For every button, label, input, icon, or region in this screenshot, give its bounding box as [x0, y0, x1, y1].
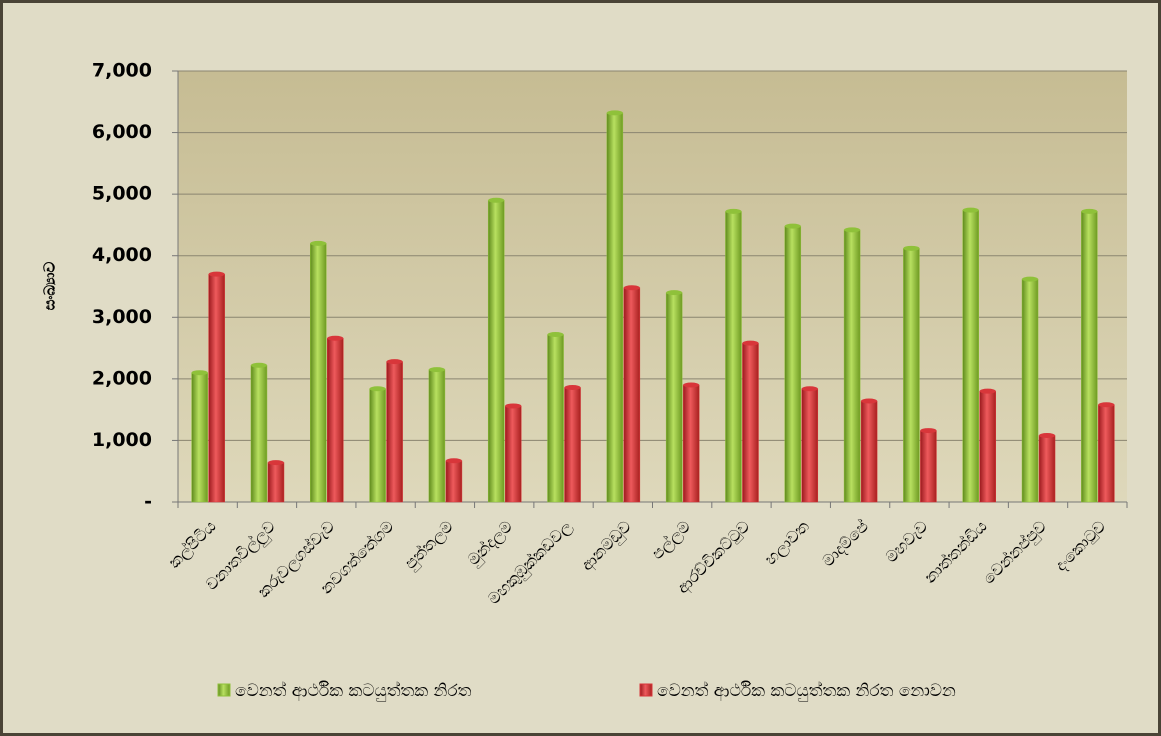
bar	[1081, 211, 1098, 503]
bar-cap	[725, 208, 742, 214]
bar	[191, 372, 208, 503]
bar-cap	[623, 285, 640, 291]
bar	[564, 387, 581, 503]
bar	[665, 292, 683, 503]
bar	[962, 209, 979, 503]
bar-cap	[666, 290, 683, 296]
bar-cap	[742, 340, 759, 346]
y-tick-label: 7,000	[92, 60, 152, 82]
bar	[1098, 404, 1115, 503]
bar-cap	[1039, 433, 1056, 439]
bar-cap	[488, 197, 505, 203]
y-tick-label: -	[144, 491, 152, 513]
bar	[386, 361, 403, 503]
bar-cap	[327, 335, 344, 341]
y-tick-label: 2,000	[92, 367, 152, 389]
y-tick-label: 3,000	[92, 306, 152, 328]
bar-cap	[208, 271, 225, 277]
bar	[487, 200, 505, 503]
bar	[843, 229, 861, 503]
y-tick-label: 4,000	[92, 244, 152, 266]
bar	[504, 405, 522, 503]
bar-cap	[547, 332, 564, 338]
legend-label: වෙනත් ආර්ථික කටයුත්තක නිරත නොවන	[657, 681, 956, 702]
bar	[547, 334, 564, 503]
bar	[606, 112, 624, 503]
y-tick-label: 1,000	[92, 429, 152, 451]
bar-cap	[1098, 402, 1115, 408]
bar	[267, 462, 285, 503]
bar	[920, 430, 937, 503]
bar-cap	[445, 458, 462, 464]
bar	[1021, 278, 1039, 503]
bar-cap	[801, 386, 818, 392]
bar-cap	[1081, 208, 1098, 214]
bar-cap	[920, 428, 937, 434]
bar-cap	[191, 370, 208, 376]
bar	[979, 390, 996, 503]
bar-cap	[428, 367, 445, 373]
legend-label: වෙනත් ආර්ථික කටයුත්තක නිරත	[235, 681, 472, 702]
bar-cap	[784, 223, 801, 229]
legend-marker	[217, 683, 231, 697]
bar	[801, 388, 819, 503]
bar	[1038, 435, 1056, 503]
y-tick-label: 5,000	[92, 183, 152, 205]
bar	[208, 273, 225, 503]
bar	[428, 369, 446, 503]
bar-cap	[979, 388, 996, 394]
y-tick-label: 6,000	[92, 121, 152, 143]
bar-cap	[250, 362, 267, 368]
bar-cap	[606, 110, 623, 116]
bar	[903, 248, 920, 503]
bar	[784, 225, 802, 503]
bar-cap	[903, 245, 920, 251]
bar	[623, 287, 641, 503]
bar-cap	[386, 359, 403, 365]
bar-cap	[861, 398, 878, 404]
y-axis-label: සංඛ්‍යාව	[41, 262, 59, 311]
bar-cap	[369, 386, 386, 392]
bar-cap	[505, 403, 522, 409]
bar	[742, 342, 759, 503]
bar-cap	[844, 227, 861, 233]
bar-cap	[683, 382, 700, 388]
bar	[310, 243, 327, 503]
bar-cap	[310, 240, 327, 246]
bar-cap	[1022, 276, 1039, 282]
bar-cap	[564, 384, 581, 390]
legend-marker	[639, 683, 653, 697]
bar	[445, 460, 463, 503]
bar	[725, 211, 742, 503]
bar	[327, 337, 344, 503]
bar	[860, 400, 878, 503]
bar-cap	[267, 460, 284, 466]
bar	[682, 384, 700, 503]
bar	[250, 365, 268, 503]
bar-cap	[962, 207, 979, 213]
bar	[369, 388, 386, 503]
